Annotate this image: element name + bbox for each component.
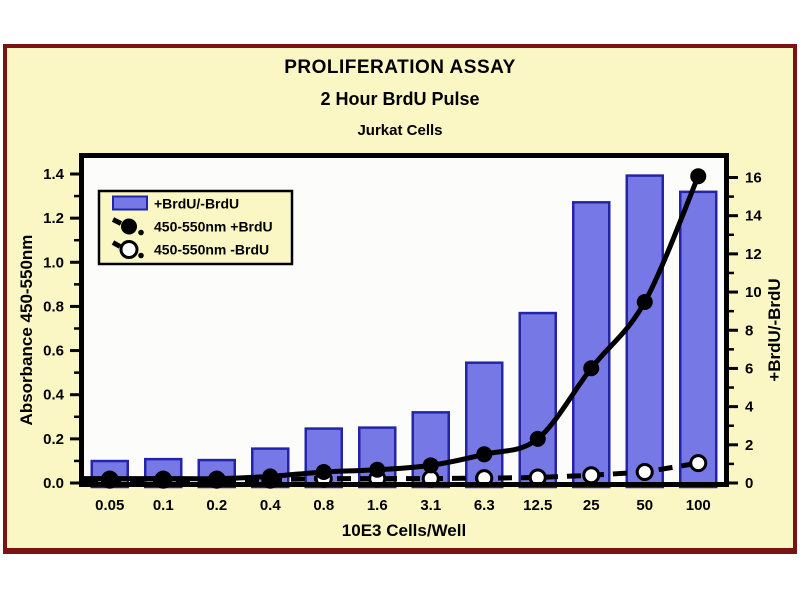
x-axis-title: 10E3 Cells/Well [342, 521, 466, 540]
plus-brdu-point [262, 468, 279, 485]
plus-brdu-point [315, 463, 332, 480]
legend-label: +BrdU/-BrdU [154, 196, 239, 212]
chart-cell-line-label: Jurkat Cells [357, 122, 443, 139]
x-axis-tick-label: 6.3 [474, 497, 495, 514]
plus-brdu-point [636, 294, 653, 311]
x-axis-tick-label: 50 [636, 497, 653, 514]
right-axis-tick-label: 12 [745, 246, 762, 263]
plus-brdu-point [583, 360, 600, 377]
bar [572, 201, 611, 489]
left-axis-tick-label: 0.8 [43, 298, 64, 315]
left-axis-tick-label: 1.2 [43, 210, 64, 227]
minus-brdu-point [582, 466, 601, 485]
left-axis-tick-label: 0.2 [43, 431, 64, 448]
right-axis-tick-label: 2 [745, 437, 753, 454]
right-axis-tick-label: 8 [745, 322, 753, 339]
x-axis-tick-label: 100 [686, 497, 711, 514]
legend-filled-marker-dot [138, 229, 144, 236]
legend-label: 450-550nm -BrdU [154, 242, 269, 258]
right-axis-tick-label: 14 [745, 208, 762, 225]
left-axis-tick-label: 0.0 [43, 475, 64, 492]
x-axis-tick-label: 0.4 [260, 497, 282, 514]
right-axis-title: +BrdU/-BrdU [765, 278, 784, 381]
x-axis-tick-label: 12.5 [523, 497, 552, 514]
legend-open-marker-dot [138, 252, 144, 259]
plot-frame [79, 153, 729, 487]
minus-brdu-point [689, 454, 708, 473]
right-axis-tick-label: 4 [745, 399, 754, 416]
x-axis-tick-label: 25 [583, 497, 600, 514]
left-axis-tick-label: 1.4 [43, 166, 65, 183]
x-axis-tick-label: 0.1 [153, 497, 174, 514]
plus-brdu-point [422, 457, 439, 474]
x-axis-tick-label: 0.05 [95, 497, 124, 514]
left-axis-tick-label: 0.4 [43, 387, 65, 404]
right-axis-tick-label: 0 [745, 475, 753, 492]
x-axis-tick-label: 0.2 [206, 497, 227, 514]
plus-brdu-point [369, 461, 386, 478]
chart-subtitle: 2 Hour BrdU Pulse [320, 89, 480, 109]
bar [465, 361, 504, 489]
right-axis-tick-label: 10 [745, 284, 762, 301]
legend-filled-marker-tail [111, 217, 123, 226]
x-axis-tick-label: 0.8 [313, 497, 334, 514]
left-axis-tick-label: 0.6 [43, 343, 64, 360]
x-axis-tick-label: 3.1 [420, 497, 441, 514]
legend-open-marker-tail [111, 240, 122, 249]
plus-brdu-point [529, 430, 546, 447]
legend-label: 450-550nm +BrdU [154, 219, 273, 235]
minus-brdu-point [635, 462, 654, 481]
bar [625, 174, 664, 489]
right-axis-tick-label: 6 [745, 360, 753, 377]
legend-filled-circle-marker [121, 218, 137, 235]
plus-brdu-point [476, 446, 493, 463]
legend-bar-swatch [112, 195, 148, 211]
chart-title: PROLIFERATION ASSAY [284, 57, 516, 78]
left-axis-tick-label: 1.0 [43, 254, 64, 271]
plus-brdu-point [690, 168, 707, 185]
legend-open-circle-marker [119, 240, 139, 259]
bar [518, 311, 557, 489]
x-axis-tick-label: 1.6 [367, 497, 388, 514]
left-axis-title: Absorbance 450-550nm [17, 235, 36, 426]
right-axis-tick-label: 16 [745, 170, 762, 187]
bar [679, 190, 718, 489]
